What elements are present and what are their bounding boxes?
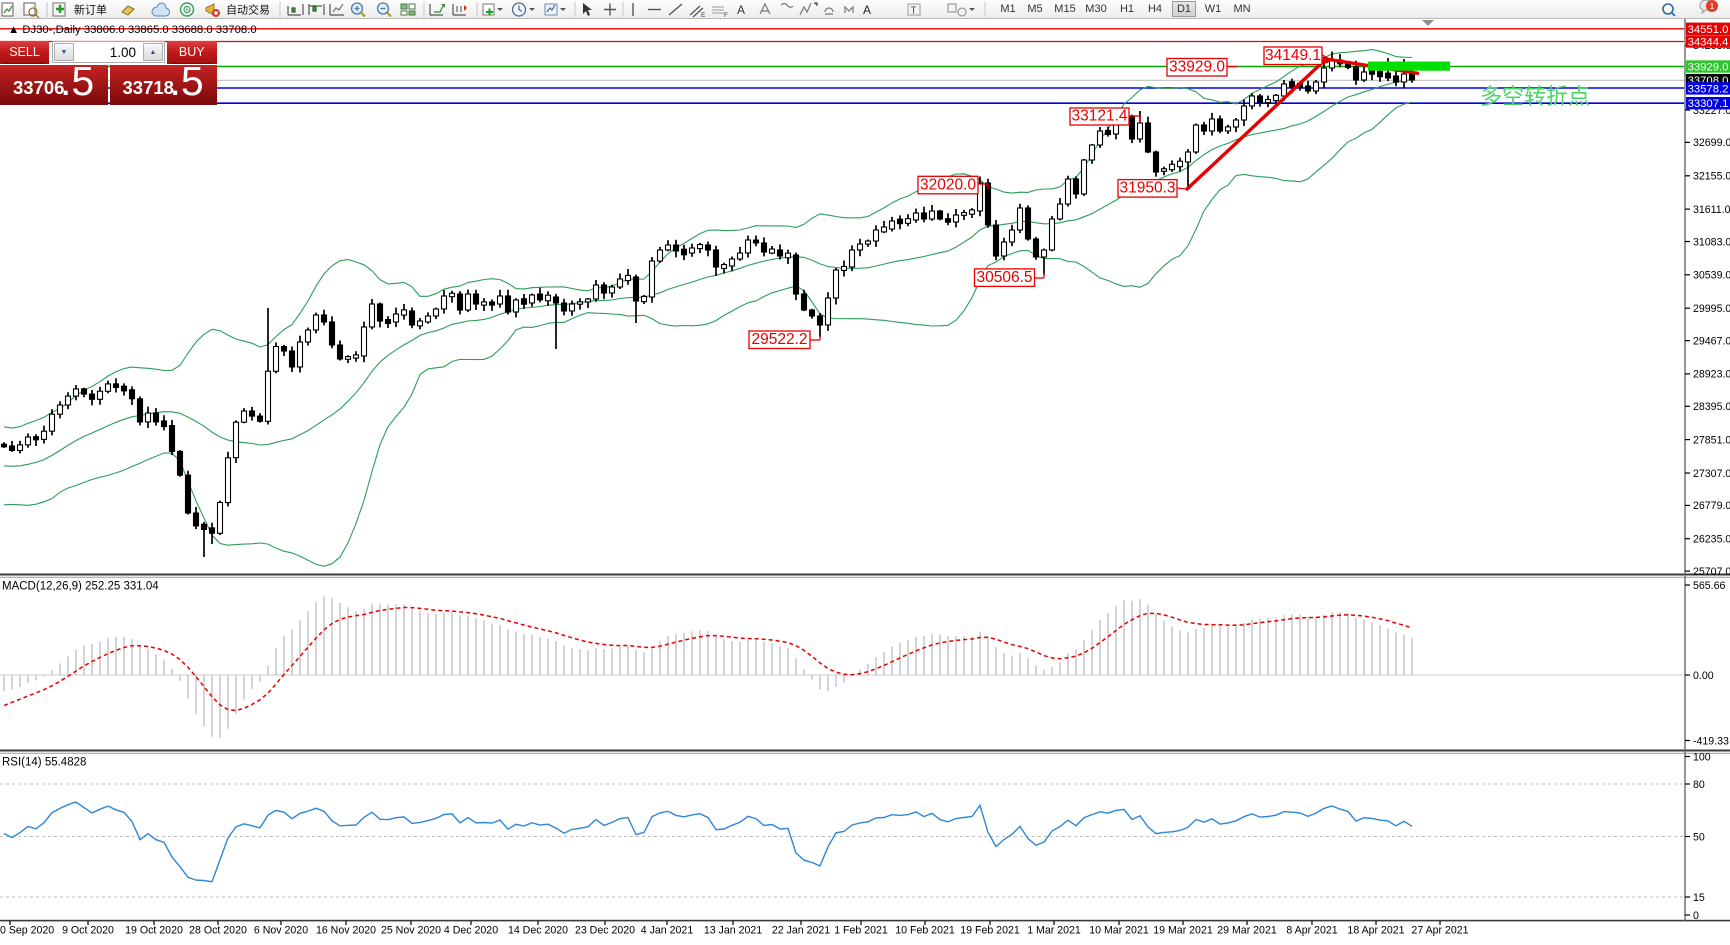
svg-text:4 Jan 2021: 4 Jan 2021: [641, 925, 694, 937]
svg-text:14 Dec 2020: 14 Dec 2020: [508, 925, 568, 937]
svg-text:自动交易: 自动交易: [226, 3, 270, 17]
svg-text:27851.0: 27851.0: [1693, 434, 1730, 446]
svg-text:16 Nov 2020: 16 Nov 2020: [316, 925, 376, 937]
svg-text:E: E: [701, 12, 706, 19]
svg-text:25 Nov 2020: 25 Nov 2020: [381, 925, 441, 937]
svg-text:19 Oct 2020: 19 Oct 2020: [125, 925, 183, 937]
svg-text:31950.3: 31950.3: [1119, 180, 1175, 197]
svg-text:33121.4: 33121.4: [1071, 108, 1127, 125]
svg-text:MACD(12,26,9) 252.25 331.04: MACD(12,26,9) 252.25 331.04: [2, 581, 159, 593]
svg-text:F: F: [724, 12, 728, 19]
svg-text:A: A: [737, 3, 745, 17]
svg-text:29 Mar 2021: 29 Mar 2021: [1217, 925, 1277, 937]
svg-text:50: 50: [1693, 831, 1705, 843]
svg-text:33929.0: 33929.0: [1688, 62, 1729, 74]
svg-text:-419.33: -419.33: [1693, 735, 1729, 747]
svg-text:33929.0: 33929.0: [1169, 59, 1225, 76]
svg-text:10 Mar 2021: 10 Mar 2021: [1089, 925, 1149, 937]
svg-text:0 Sep 2020: 0 Sep 2020: [0, 925, 54, 937]
svg-text:25707.0: 25707.0: [1693, 566, 1730, 578]
svg-text:31611.0: 31611.0: [1693, 204, 1730, 216]
svg-text:RSI(14) 55.4828: RSI(14) 55.4828: [2, 757, 86, 769]
svg-text:26235.0: 26235.0: [1693, 534, 1730, 546]
svg-text:19 Feb 2021: 19 Feb 2021: [960, 925, 1020, 937]
svg-text:30539.0: 30539.0: [1693, 270, 1730, 282]
svg-text:23 Dec 2020: 23 Dec 2020: [575, 925, 635, 937]
svg-text:▲ DJ30-,Daily 33806.0 33865.0: ▲ DJ30-,Daily 33806.0 33865.0 33688.0 33…: [8, 24, 257, 36]
svg-text:0.00: 0.00: [1693, 670, 1714, 682]
svg-text:0: 0: [1693, 910, 1699, 922]
svg-text:8 Apr 2021: 8 Apr 2021: [1286, 925, 1337, 937]
svg-text:18 Apr 2021: 18 Apr 2021: [1347, 925, 1404, 937]
svg-text:32020.0: 32020.0: [920, 176, 976, 193]
svg-text:29522.2: 29522.2: [751, 331, 807, 348]
svg-text:1 Feb 2021: 1 Feb 2021: [834, 925, 888, 937]
svg-text:33578.2: 33578.2: [1688, 83, 1729, 95]
svg-text:28395.0: 28395.0: [1693, 401, 1730, 413]
svg-text:565.66: 565.66: [1693, 580, 1726, 592]
svg-text:26779.0: 26779.0: [1693, 500, 1730, 512]
svg-text:27307.0: 27307.0: [1693, 468, 1730, 480]
svg-text:34551.0: 34551.0: [1688, 24, 1729, 36]
svg-text:29467.0: 29467.0: [1693, 335, 1730, 347]
svg-text:T: T: [911, 6, 917, 17]
svg-text:新订单: 新订单: [74, 3, 107, 17]
svg-text:1: 1: [1710, 1, 1715, 11]
svg-text:多空转折点: 多空转折点: [1480, 84, 1590, 109]
svg-text:A: A: [863, 3, 871, 17]
svg-text:31083.0: 31083.0: [1693, 236, 1730, 248]
svg-text:32699.0: 32699.0: [1693, 137, 1730, 149]
svg-text:32155.0: 32155.0: [1693, 171, 1730, 183]
svg-text:4 Dec 2020: 4 Dec 2020: [444, 925, 498, 937]
svg-text:30506.5: 30506.5: [976, 269, 1032, 286]
svg-text:9 Oct 2020: 9 Oct 2020: [62, 925, 114, 937]
svg-text:100: 100: [1693, 751, 1711, 763]
svg-text:29995.0: 29995.0: [1693, 303, 1730, 315]
svg-text:19 Mar 2021: 19 Mar 2021: [1153, 925, 1213, 937]
svg-text:34344.4: 34344.4: [1688, 37, 1729, 49]
svg-text:13 Jan 2021: 13 Jan 2021: [704, 925, 762, 937]
svg-text:22 Jan 2021: 22 Jan 2021: [772, 925, 830, 937]
svg-text:33307.1: 33307.1: [1688, 98, 1729, 110]
svg-text:28923.0: 28923.0: [1693, 369, 1730, 381]
svg-text:27 Apr 2021: 27 Apr 2021: [1411, 925, 1468, 937]
svg-text:10 Feb 2021: 10 Feb 2021: [895, 925, 955, 937]
svg-text:34149.1: 34149.1: [1265, 47, 1321, 64]
svg-text:6 Nov 2020: 6 Nov 2020: [254, 925, 308, 937]
svg-text:80: 80: [1693, 779, 1705, 791]
svg-text:1 Mar 2021: 1 Mar 2021: [1027, 925, 1081, 937]
svg-text:28 Oct 2020: 28 Oct 2020: [189, 925, 247, 937]
svg-text:15: 15: [1693, 892, 1705, 904]
